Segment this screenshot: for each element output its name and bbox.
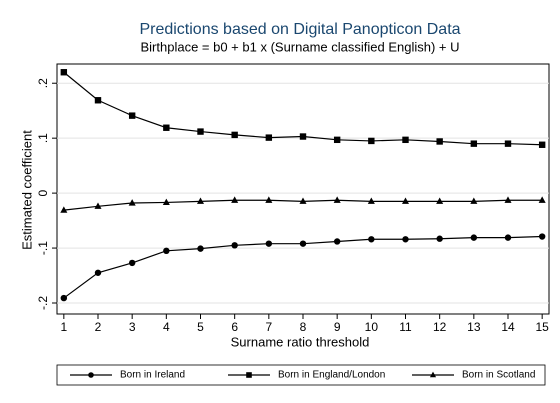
marker bbox=[94, 202, 102, 209]
marker bbox=[163, 247, 170, 255]
marker bbox=[197, 128, 204, 135]
marker bbox=[265, 134, 273, 141]
x-tick-label: 15 bbox=[535, 320, 549, 334]
marker bbox=[470, 197, 478, 204]
y-tick-label: .1 bbox=[36, 133, 50, 143]
y-tick-label: .2 bbox=[36, 78, 50, 88]
marker bbox=[470, 234, 478, 241]
chart-subtitle: Birthplace = b0 + b1 x (Surname classifi… bbox=[140, 39, 459, 54]
chart-title: Predictions based on Digital Panopticon … bbox=[139, 21, 460, 38]
marker bbox=[402, 236, 409, 243]
marker bbox=[368, 236, 375, 243]
marker bbox=[163, 124, 170, 131]
marker bbox=[402, 136, 409, 144]
x-tick-label: 2 bbox=[95, 320, 102, 334]
x-tick-label: 14 bbox=[501, 320, 515, 334]
marker bbox=[367, 197, 375, 204]
legend-label: Born in England/London bbox=[278, 370, 385, 381]
marker bbox=[299, 240, 307, 247]
marker bbox=[60, 69, 68, 76]
marker bbox=[231, 131, 238, 139]
x-tick-label: 4 bbox=[163, 320, 170, 334]
x-axis-title: Surname ratio threshold bbox=[231, 334, 370, 349]
legend-label: Born in Scotland bbox=[462, 370, 535, 381]
y-tick-label: 0 bbox=[36, 189, 50, 196]
x-tick-label: 8 bbox=[300, 320, 307, 334]
x-tick-label: 12 bbox=[433, 320, 447, 334]
marker bbox=[504, 196, 512, 203]
marker bbox=[333, 196, 341, 203]
marker bbox=[333, 136, 341, 144]
legend-box bbox=[56, 364, 546, 386]
marker bbox=[368, 137, 375, 145]
y-axis-title: Estimated coefficient bbox=[19, 130, 34, 250]
legend-label: Born in Ireland bbox=[120, 370, 185, 381]
legend-marker bbox=[429, 371, 437, 378]
marker bbox=[538, 233, 546, 240]
x-tick-label: 13 bbox=[467, 320, 481, 334]
x-tick-label: 1 bbox=[60, 320, 67, 334]
marker bbox=[60, 206, 68, 213]
marker bbox=[60, 294, 68, 302]
marker bbox=[128, 199, 136, 206]
marker bbox=[94, 97, 102, 104]
x-tick-label: 6 bbox=[231, 320, 238, 334]
marker bbox=[436, 138, 443, 145]
x-tick-label: 11 bbox=[399, 320, 412, 334]
marker bbox=[436, 235, 443, 242]
x-tick-label: 3 bbox=[129, 320, 136, 334]
marker bbox=[538, 196, 546, 203]
marker bbox=[299, 133, 307, 140]
marker bbox=[401, 197, 410, 204]
marker bbox=[196, 197, 205, 204]
marker bbox=[436, 197, 444, 204]
y-tick-label: -.1 bbox=[36, 241, 50, 255]
x-tick-label: 7 bbox=[265, 320, 272, 334]
marker bbox=[231, 242, 238, 249]
x-tick-label: 5 bbox=[197, 320, 204, 334]
marker bbox=[333, 238, 341, 245]
y-tick-label: -.2 bbox=[36, 296, 50, 310]
marker bbox=[504, 234, 512, 241]
marker bbox=[94, 269, 102, 276]
marker bbox=[128, 259, 136, 267]
marker bbox=[538, 141, 546, 148]
plot-frame bbox=[56, 63, 550, 315]
marker bbox=[504, 140, 512, 147]
marker bbox=[231, 196, 239, 203]
marker bbox=[128, 112, 136, 119]
legend-marker bbox=[88, 372, 94, 378]
marker bbox=[162, 198, 170, 206]
legend-marker bbox=[246, 372, 252, 378]
marker bbox=[265, 240, 273, 247]
marker bbox=[299, 197, 307, 204]
marker bbox=[265, 196, 273, 203]
x-tick-label: 10 bbox=[365, 320, 379, 334]
marker bbox=[197, 245, 204, 252]
marker bbox=[470, 140, 478, 147]
x-tick-label: 9 bbox=[334, 320, 341, 334]
